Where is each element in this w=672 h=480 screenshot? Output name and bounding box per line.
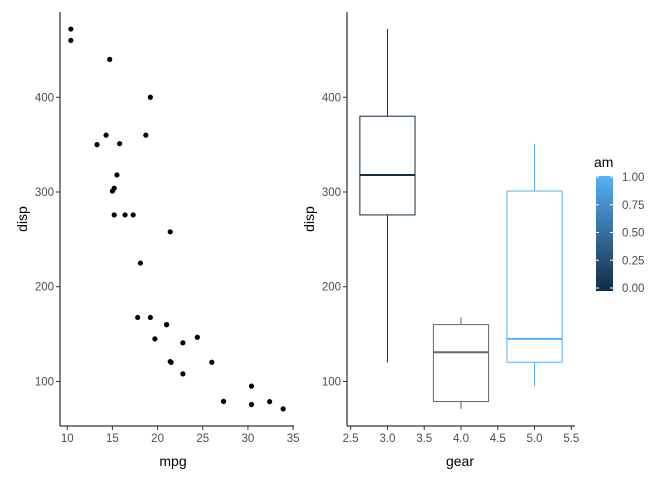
scatter-y-axis-title: disp [14,206,30,232]
scatter-x-tick-label: 15 [106,433,119,445]
scatter-y-tick-label: 400 [35,92,54,104]
boxplot-x-ticks: 2.5 3.0 3.5 4.0 4.5 5.0 5.5 [343,426,579,445]
scatter-point [220,398,227,404]
boxplot-y-tick-label: 400 [322,92,341,104]
legend-tick-label: 0.50 [622,228,644,240]
scatter-point [143,132,149,138]
scatter-point [167,358,173,365]
scatter-x-tick-label: 10 [61,433,74,445]
scatter-panel: 100 200 300 400 10 15 20 25 30 35 mpg disp [14,12,299,469]
boxplot-y-tick-label: 200 [322,282,341,294]
legend-tick-label: 0.25 [622,255,644,267]
scatter-x-tick-label: 30 [242,433,255,445]
scatter-x-axis-title: mpg [159,453,186,469]
scatter-x-ticks: 10 15 20 25 30 35 [61,426,300,445]
boxplot-y-tick-label: 100 [322,376,341,388]
scatter-point [209,359,215,365]
boxplot-y-tick-label: 300 [322,187,341,199]
am-legend: am 1.00 0.75 0.50 0.25 0.00 [594,154,644,295]
scatter-point [107,56,113,62]
boxplot-boxes [359,29,563,409]
boxplot-x-axis-title: gear [446,453,474,469]
legend-ticks: 1.00 0.75 0.50 0.25 0.00 [596,172,644,295]
scatter-point [267,399,273,405]
box-iqr-rect [506,190,563,363]
boxplot-box-gear-5 [506,143,563,387]
scatter-x-tick-label: 35 [287,433,300,445]
scatter-point [109,188,116,194]
scatter-x-tick-label: 20 [151,433,164,445]
scatter-point [111,212,117,218]
scatter-point [122,212,128,218]
scatter-point [117,141,123,147]
scatter-point [167,229,173,235]
scatter-point [248,383,255,389]
boxplot-x-tick-label: 4.0 [453,433,469,445]
scatter-point [147,314,153,321]
scatter-point [152,336,158,342]
boxplot-y-axis-title: disp [301,206,317,232]
scatter-point [194,334,200,340]
scatter-point [103,132,109,138]
scatter-point [68,26,74,32]
scatter-y-tick-label: 300 [35,187,54,199]
scatter-point [94,142,100,148]
boxplot-x-tick-label: 5.5 [563,433,579,445]
box-iqr-rect [432,324,490,403]
boxplot-x-tick-label: 4.5 [490,433,506,445]
boxplot-box-gear-3 [359,29,416,363]
boxplot-x-tick-label: 3.0 [379,433,395,445]
legend-tick-label: 0.75 [622,200,644,212]
scatter-point [114,172,120,178]
scatter-y-tick-label: 200 [35,282,54,294]
box-iqr-rect [359,115,416,216]
boxplot-y-ticks: 100 200 300 400 [322,92,347,388]
legend-colorbar [596,176,613,291]
scatter-point [68,37,74,44]
legend-tick-label: 0.00 [622,283,644,295]
boxplot-x-tick-label: 5.0 [527,433,543,445]
scatter-points [68,26,286,412]
scatter-point [147,94,153,100]
scatter-point [130,212,136,218]
scatter-point [280,406,286,412]
legend-title: am [594,154,613,170]
legend-tick-label: 1.00 [622,172,644,184]
scatter-point [180,340,186,346]
scatter-point [180,371,186,377]
scatter-point [164,322,170,328]
boxplot-x-tick-label: 3.5 [416,433,432,445]
boxplot-box-gear-4 [432,317,490,409]
scatter-point [135,314,141,321]
boxplot-x-tick-label: 2.5 [343,433,359,445]
scatter-point [248,401,255,408]
scatter-point [137,260,144,266]
scatter-x-tick-label: 25 [196,433,209,445]
scatter-y-ticks: 100 200 300 400 [35,92,60,388]
scatter-y-tick-label: 100 [35,376,54,388]
